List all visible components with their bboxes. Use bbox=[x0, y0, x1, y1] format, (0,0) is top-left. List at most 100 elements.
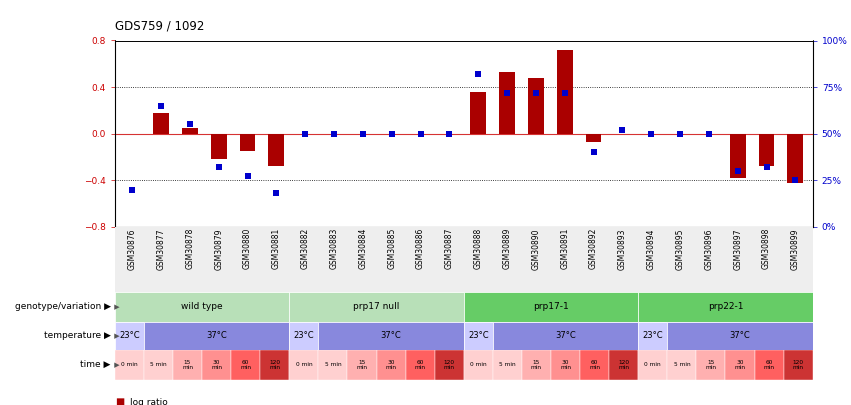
Point bbox=[673, 130, 687, 137]
Text: GSM30889: GSM30889 bbox=[503, 228, 511, 269]
Text: 120
min: 120 min bbox=[269, 360, 280, 370]
Bar bbox=[464, 322, 493, 350]
Bar bbox=[144, 350, 173, 380]
Point bbox=[125, 186, 139, 193]
Text: 30
min: 30 min bbox=[211, 360, 222, 370]
Bar bbox=[522, 350, 551, 380]
Bar bbox=[638, 350, 667, 380]
Bar bbox=[464, 292, 638, 322]
Point bbox=[443, 130, 456, 137]
Bar bbox=[464, 350, 493, 380]
Bar bbox=[787, 134, 803, 183]
Text: genotype/variation ▶: genotype/variation ▶ bbox=[14, 302, 111, 311]
Bar bbox=[580, 350, 609, 380]
Text: GSM30896: GSM30896 bbox=[705, 228, 713, 270]
Text: GSM30897: GSM30897 bbox=[734, 228, 742, 270]
Text: GSM30883: GSM30883 bbox=[329, 228, 339, 269]
Point bbox=[414, 130, 427, 137]
Text: 15
min: 15 min bbox=[531, 360, 542, 370]
Point bbox=[702, 130, 716, 137]
Bar bbox=[211, 134, 226, 159]
Text: GSM30898: GSM30898 bbox=[762, 228, 771, 269]
Text: 0 min: 0 min bbox=[644, 362, 661, 367]
Bar bbox=[347, 350, 376, 380]
Text: GSM30880: GSM30880 bbox=[243, 228, 252, 269]
Bar bbox=[585, 134, 602, 142]
Text: 120
min: 120 min bbox=[618, 360, 629, 370]
Text: 37°C: 37°C bbox=[555, 331, 576, 340]
Text: ■: ■ bbox=[115, 397, 124, 405]
Bar bbox=[493, 350, 522, 380]
Text: 30
min: 30 min bbox=[734, 360, 745, 370]
Text: 5 min: 5 min bbox=[673, 362, 690, 367]
Point bbox=[299, 130, 312, 137]
Point bbox=[529, 90, 543, 96]
Bar bbox=[115, 350, 144, 380]
Bar bbox=[115, 322, 144, 350]
Bar bbox=[318, 322, 464, 350]
Text: 37°C: 37°C bbox=[729, 331, 751, 340]
Text: temperature ▶: temperature ▶ bbox=[43, 331, 111, 340]
Point bbox=[586, 149, 600, 156]
Text: 5 min: 5 min bbox=[499, 362, 516, 367]
Bar bbox=[609, 350, 638, 380]
Text: prp22-1: prp22-1 bbox=[708, 302, 743, 311]
Point bbox=[731, 168, 745, 174]
Text: 60
min: 60 min bbox=[414, 360, 426, 370]
Text: 60
min: 60 min bbox=[589, 360, 600, 370]
Text: 15
min: 15 min bbox=[182, 360, 193, 370]
Text: 37°C: 37°C bbox=[206, 331, 227, 340]
Text: GSM30879: GSM30879 bbox=[214, 228, 223, 270]
Text: GSM30892: GSM30892 bbox=[589, 228, 598, 269]
Text: 37°C: 37°C bbox=[380, 331, 402, 340]
Text: 30
min: 30 min bbox=[386, 360, 397, 370]
Bar bbox=[638, 292, 813, 322]
Point bbox=[241, 173, 254, 180]
Text: GSM30884: GSM30884 bbox=[358, 228, 368, 269]
Bar bbox=[784, 350, 813, 380]
Text: GSM30895: GSM30895 bbox=[676, 228, 684, 270]
Bar bbox=[268, 134, 284, 166]
Text: time ▶: time ▶ bbox=[80, 360, 111, 369]
Text: GSM30885: GSM30885 bbox=[387, 228, 397, 269]
Point bbox=[183, 121, 197, 128]
Bar bbox=[500, 72, 515, 134]
Bar bbox=[153, 113, 169, 134]
Bar bbox=[144, 322, 289, 350]
Point bbox=[789, 177, 802, 183]
Text: ▶: ▶ bbox=[112, 333, 120, 339]
Bar bbox=[203, 350, 231, 380]
Bar bbox=[528, 78, 544, 134]
Text: GDS759 / 1092: GDS759 / 1092 bbox=[115, 19, 204, 32]
Text: 5 min: 5 min bbox=[150, 362, 167, 367]
Text: ▶: ▶ bbox=[112, 362, 120, 368]
Bar bbox=[289, 292, 464, 322]
Bar bbox=[696, 350, 725, 380]
Point bbox=[356, 130, 369, 137]
Point bbox=[154, 102, 168, 109]
Bar bbox=[667, 322, 813, 350]
Bar bbox=[725, 350, 755, 380]
Text: GSM30890: GSM30890 bbox=[531, 228, 540, 270]
Text: ▶: ▶ bbox=[112, 304, 120, 310]
Bar bbox=[471, 92, 486, 134]
Bar bbox=[289, 322, 318, 350]
Text: 23°C: 23°C bbox=[294, 331, 314, 340]
Bar bbox=[240, 134, 255, 151]
Bar bbox=[173, 350, 202, 380]
Text: GSM30893: GSM30893 bbox=[618, 228, 627, 270]
Text: GSM30894: GSM30894 bbox=[647, 228, 656, 270]
Text: 60
min: 60 min bbox=[240, 360, 251, 370]
Point bbox=[471, 71, 485, 77]
Bar bbox=[231, 350, 260, 380]
Point bbox=[212, 164, 226, 171]
Bar bbox=[755, 350, 784, 380]
Bar bbox=[435, 350, 464, 380]
Text: 30
min: 30 min bbox=[560, 360, 571, 370]
Text: 0 min: 0 min bbox=[470, 362, 487, 367]
Text: GSM30882: GSM30882 bbox=[300, 228, 310, 269]
Text: 0 min: 0 min bbox=[295, 362, 312, 367]
Point bbox=[500, 90, 514, 96]
Text: prp17-1: prp17-1 bbox=[533, 302, 569, 311]
Bar bbox=[115, 227, 813, 292]
